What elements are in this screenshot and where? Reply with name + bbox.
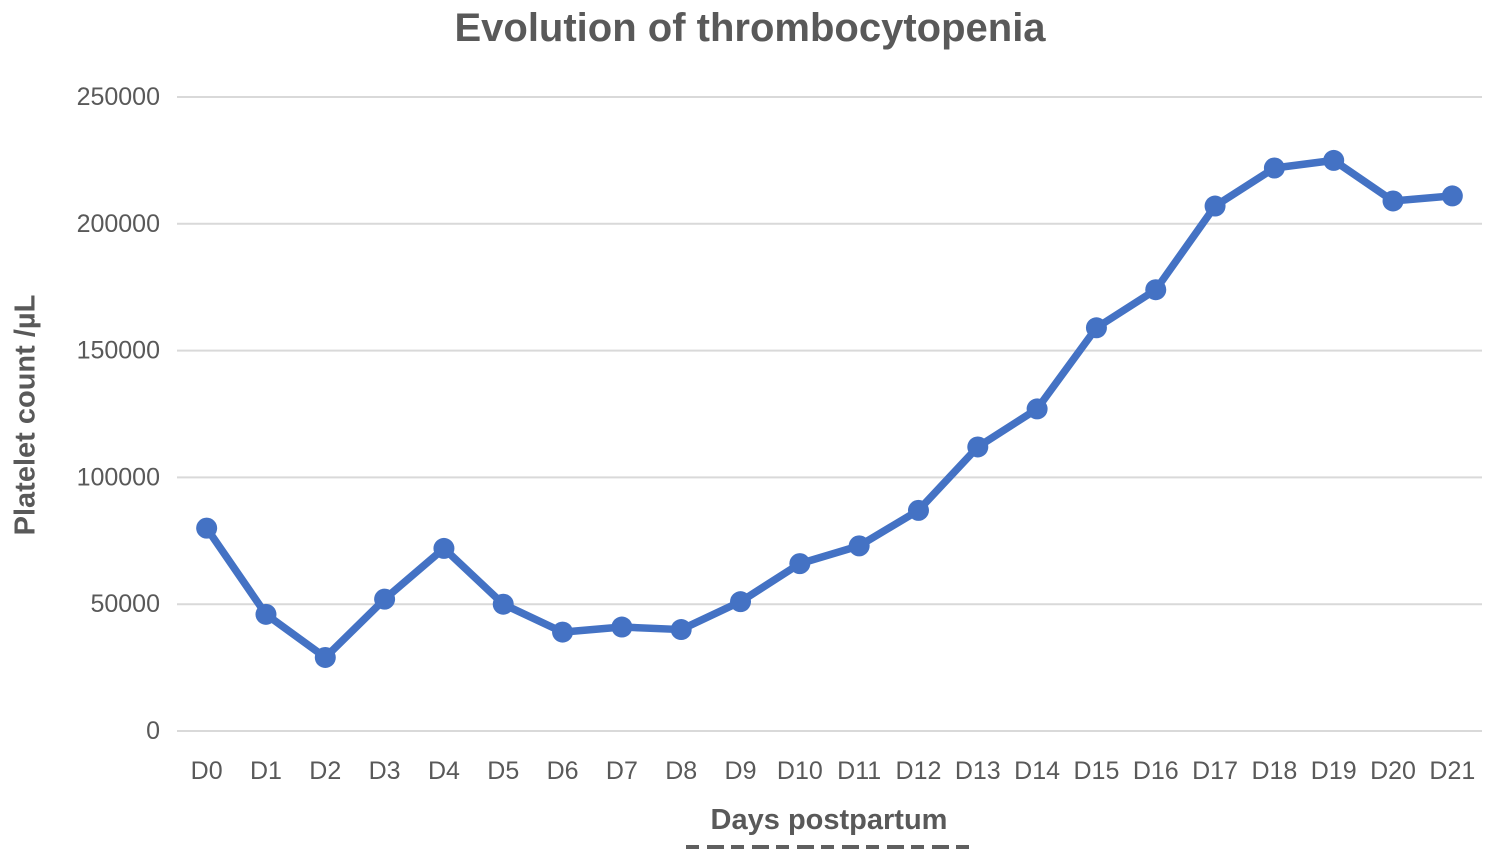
data-point [492,593,514,615]
y-tick-label: 200000 [77,210,160,238]
y-tick-label: 100000 [77,463,160,491]
data-point [611,616,633,638]
x-tick-label: D8 [665,757,697,785]
data-point [196,517,218,539]
x-tick-label: D2 [309,757,341,785]
data-point [1085,317,1107,339]
x-tick-label: D12 [896,757,942,785]
x-tick-label: D15 [1073,757,1119,785]
x-tick-label: D9 [725,757,757,785]
x-tick-label: D13 [955,757,1001,785]
x-tick-label: D20 [1370,757,1416,785]
data-point [1145,279,1167,301]
data-point [1204,195,1226,217]
y-tick-label: 0 [146,717,160,745]
x-tick-label: D6 [547,757,579,785]
data-point [907,499,929,521]
data-point [1323,149,1345,171]
data-point [730,591,752,613]
x-tick-label: D17 [1192,757,1238,785]
x-tick-label: D14 [1014,757,1060,785]
x-axis-title: Days postpartum [710,804,948,836]
y-tick-label: 250000 [77,83,160,111]
data-point [1026,398,1048,420]
x-tick-label: D1 [250,757,282,785]
x-tick-label: D0 [191,757,223,785]
x-tick-label: D5 [487,757,519,785]
clipped-caption-strip [686,845,974,849]
data-point [1263,157,1285,179]
x-tick-label: D16 [1133,757,1179,785]
y-tick-label: 50000 [90,590,160,618]
data-point [314,646,336,668]
data-point [433,537,455,559]
x-tick-label: D3 [369,757,401,785]
x-tick-label: D7 [606,757,638,785]
x-tick-label: D21 [1429,757,1475,785]
y-tick-label: 150000 [77,337,160,365]
data-point [670,619,692,641]
data-point [374,588,396,610]
data-point [1441,185,1463,207]
data-point [552,621,574,643]
x-tick-label: D4 [428,757,460,785]
data-point [1382,190,1404,212]
x-tick-label: D11 [837,757,881,785]
data-point [967,436,989,458]
data-point [255,603,277,625]
data-point [848,535,870,557]
chart-title: Evolution of thrombocytopenia [454,6,1046,50]
x-tick-label: D18 [1251,757,1297,785]
x-tick-label: D19 [1311,757,1357,785]
series-line [202,156,1457,662]
data-point [789,553,811,575]
x-tick-label: D10 [777,757,823,785]
